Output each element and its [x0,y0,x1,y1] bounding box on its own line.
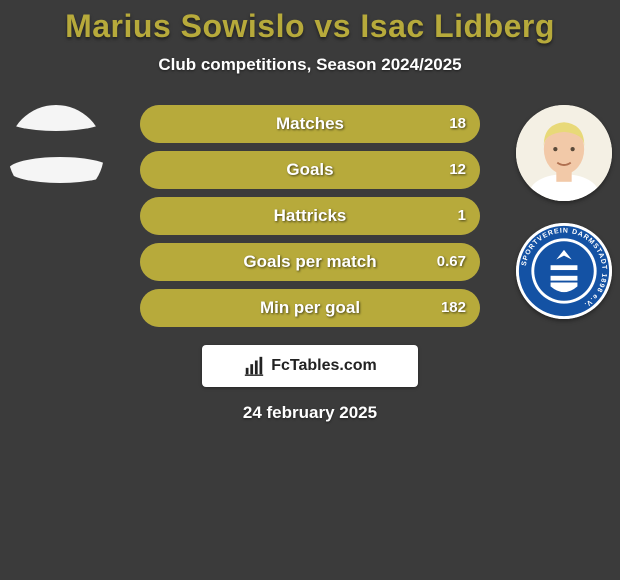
bar-right-fill [140,197,480,235]
bar-row: Hattricks1 [140,197,480,235]
page-title: Marius Sowislo vs Isac Lidberg [0,8,620,45]
club-badge-svg: SPORTVEREIN DARMSTADT 1898 e.V. [516,223,612,319]
bar-right-fill [140,243,480,281]
player-right-club-badge: SPORTVEREIN DARMSTADT 1898 e.V. [516,223,612,319]
player-left-avatar-placeholder [8,105,104,201]
player-right-column: SPORTVEREIN DARMSTADT 1898 e.V. [516,105,612,319]
player-right-avatar [516,105,612,201]
bar-right-fill [140,151,480,189]
attribution-badge: FcTables.com [202,345,418,387]
comparison-bars: Matches18 Goals12 Hattricks1 Goals per matc… [140,105,480,335]
bar-row: Goals12 [140,151,480,189]
avatar-illustration [516,105,612,201]
date-line: 24 february 2025 [0,403,620,423]
attribution-text: FcTables.com [271,357,377,375]
player-left-column [8,105,104,201]
bar-row: Min per goal182 [140,289,480,327]
compare-area: SPORTVEREIN DARMSTADT 1898 e.V. Matches1… [0,105,620,335]
bar-right-fill [140,289,480,327]
bar-row: Matches18 [140,105,480,143]
comparison-card: Marius Sowislo vs Isac Lidberg Club comp… [0,0,620,423]
bar-right-fill [140,105,480,143]
page-subtitle: Club competitions, Season 2024/2025 [0,55,620,75]
bar-row: Goals per match0.67 [140,243,480,281]
bar-chart-icon [243,355,265,377]
